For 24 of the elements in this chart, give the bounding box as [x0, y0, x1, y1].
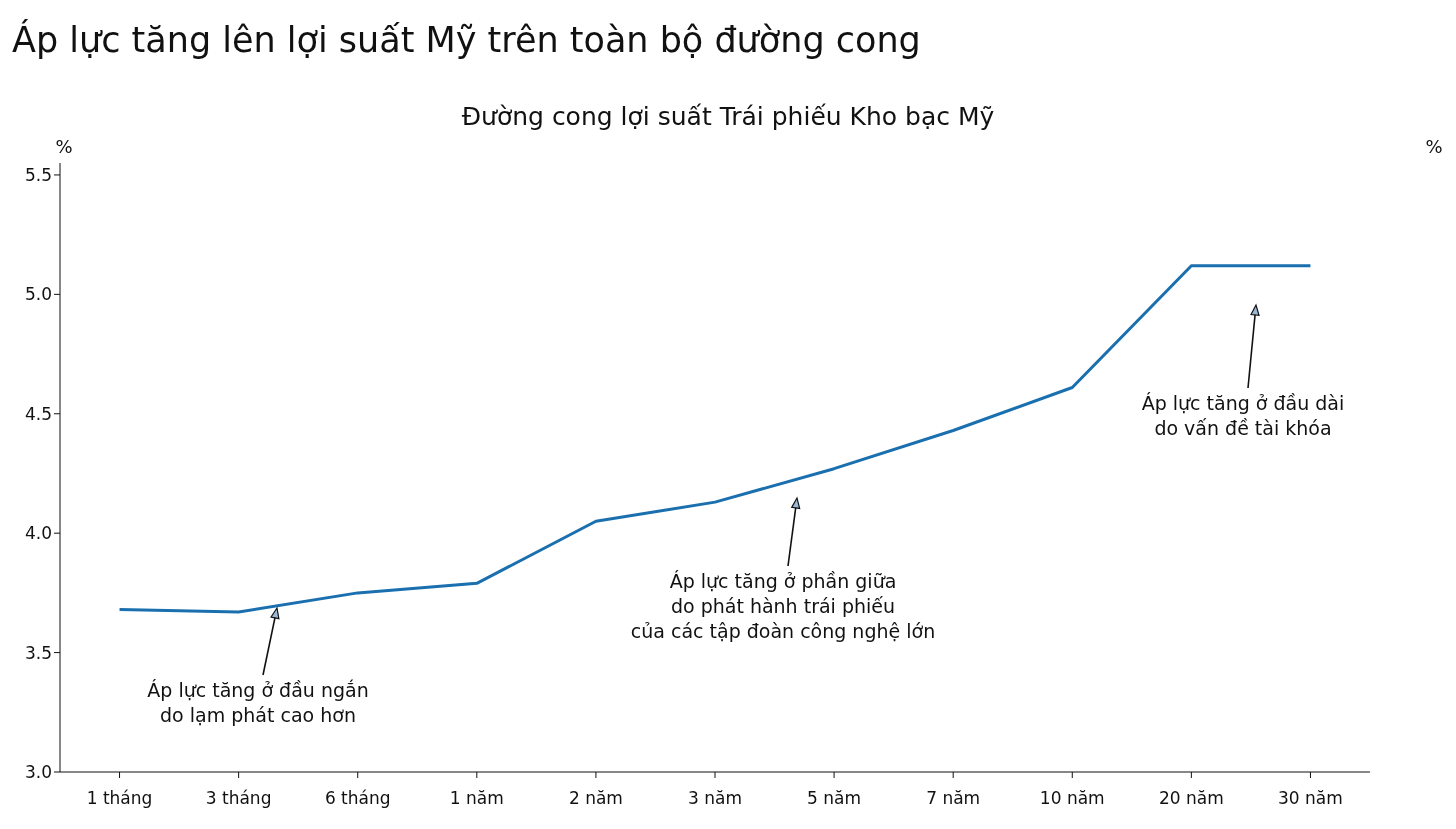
y-tick-label: 3.0 — [24, 762, 52, 783]
x-tick-label: 5 năm — [807, 788, 862, 809]
y-tick-label: 5.0 — [24, 284, 52, 305]
x-tick-label: 3 năm — [688, 788, 742, 809]
chart-title: Áp lực tăng lên lợi suất Mỹ trên toàn bộ đường cong — [12, 20, 921, 60]
x-tick-label: 1 tháng — [86, 788, 153, 809]
y-tick-label: 3.5 — [24, 642, 52, 663]
y2-axis-title: % — [1425, 136, 1443, 157]
y-axis-title: % — [55, 136, 73, 157]
chart-subtitle: Đường cong lợi suất Trái phiếu Kho bạc Mỹ — [460, 102, 996, 131]
x-tick-label: 1 năm — [449, 788, 504, 809]
y-tick-label: 4.5 — [24, 403, 52, 424]
y-tick-label: 4.0 — [24, 523, 52, 544]
annotation: Áp lực tăng ở phần giữa do phát hành trái phiếu của các tập đoàn công nghệ lớn — [630, 570, 936, 642]
x-tick-label: 10 năm — [1039, 788, 1105, 809]
annotation: Áp lực tăng ở đầu dài do vấn đề tài khóa — [1141, 392, 1345, 439]
x-tick-label: 7 năm — [926, 788, 981, 809]
annotation: Áp lực tăng ở đầu ngắn do lạm phát cao hơn — [147, 679, 369, 726]
x-tick-label: 3 tháng — [205, 788, 272, 809]
y-tick-label: 5.5 — [24, 164, 52, 185]
x-tick-label: 2 năm — [568, 788, 623, 809]
x-tick-label: 20 năm — [1158, 788, 1224, 809]
x-tick-label: 6 tháng — [324, 788, 391, 809]
x-tick-label: 30 năm — [1278, 788, 1343, 809]
